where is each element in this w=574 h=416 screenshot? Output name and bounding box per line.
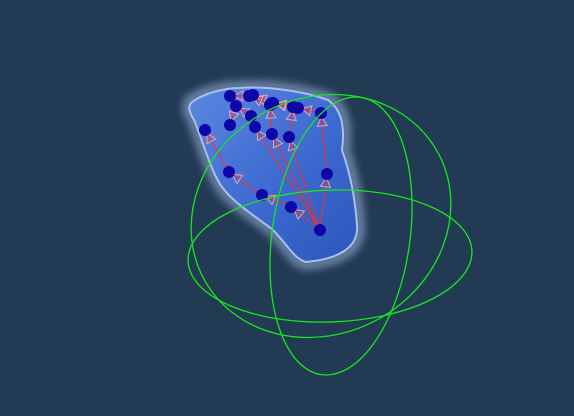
bone-3 [204, 129, 230, 173]
bone-cone-12 [272, 136, 284, 149]
bone-cone-5 [316, 115, 329, 128]
rotation-gizmo[interactable] [148, 49, 494, 384]
bone-cone-4 [319, 176, 332, 189]
bone-12 [271, 133, 321, 231]
joint-5[interactable] [321, 168, 333, 180]
joint-17[interactable] [249, 121, 261, 133]
bone-cone-0 [293, 208, 306, 220]
joint-3[interactable] [223, 166, 235, 178]
bone-cone-9 [285, 109, 298, 122]
joint-2[interactable] [256, 189, 268, 201]
bone-2 [228, 171, 263, 196]
bone-cone-8 [287, 139, 299, 152]
bone-cone-3 [206, 132, 217, 145]
joint-9[interactable] [283, 131, 295, 143]
bone-cone-10 [275, 99, 288, 112]
bone-cone-6 [300, 105, 313, 117]
hand-mesh[interactable] [182, 80, 366, 271]
hand-body [188, 86, 359, 264]
bone-cone-16 [256, 129, 268, 142]
bone-4 [319, 173, 328, 231]
joint-13[interactable] [266, 128, 278, 140]
bone-5 [320, 112, 328, 175]
gizmo-ring-horizontal[interactable] [186, 185, 474, 327]
skeleton-joints [199, 89, 333, 236]
bone-cone-19 [228, 110, 240, 123]
bone-0 [290, 206, 321, 231]
joint-10[interactable] [287, 101, 299, 113]
joint-16[interactable] [224, 90, 236, 102]
bone-cone-13 [265, 107, 277, 119]
joint-20[interactable] [224, 119, 236, 131]
joint-19[interactable] [230, 100, 242, 112]
bone-cone-1 [264, 194, 277, 206]
hand-outline-glow [182, 80, 366, 271]
joint-15[interactable] [243, 90, 255, 102]
bone-cone-2 [231, 173, 244, 185]
joint-0[interactable] [314, 224, 326, 236]
joint-4[interactable] [199, 124, 211, 136]
gizmo-ring-tilted[interactable] [148, 49, 494, 382]
joint-1[interactable] [285, 201, 297, 213]
bone-16 [254, 126, 321, 231]
